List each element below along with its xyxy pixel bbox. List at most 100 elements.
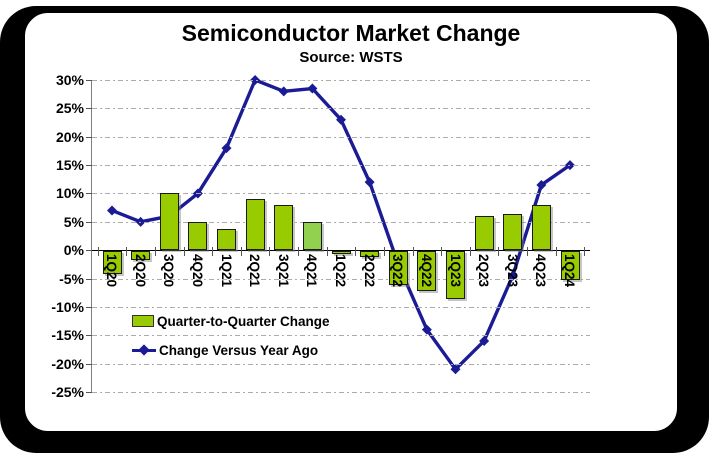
x-axis-label: 1Q22: [333, 254, 348, 288]
bar-1q21: [217, 229, 236, 251]
bar-4q21: [302, 221, 322, 251]
bar-3q21: [274, 204, 294, 251]
y-axis-tick: [86, 306, 92, 308]
x-axis-label: 2Q23: [476, 254, 492, 288]
bar-3q20: [159, 193, 179, 251]
gridline: [92, 335, 590, 337]
x-axis-label: 1Q20: [104, 254, 119, 288]
x-axis-tick: [498, 247, 500, 257]
y-axis-label: -25%: [51, 384, 84, 400]
y-axis-tick: [86, 221, 92, 223]
x-axis-tick: [212, 247, 214, 257]
y-axis-label: -10%: [51, 298, 84, 315]
yoy-point-4q21: [307, 83, 318, 94]
x-axis-label: 4Q22: [418, 254, 434, 288]
yoy-point-3q23: [507, 270, 518, 281]
x-axis-tick: [441, 247, 443, 257]
x-axis-tick: [269, 247, 271, 257]
y-axis-tick: [86, 363, 92, 365]
y-axis-tick: [86, 80, 92, 81]
y-axis-label: -15%: [51, 327, 84, 344]
y-axis-label: 25%: [55, 100, 84, 117]
yoy-point-1q20: [107, 205, 117, 216]
yoy-point-4q22: [421, 324, 432, 335]
bar-3q22: [388, 251, 408, 286]
x-axis-label: 2Q20: [132, 254, 148, 288]
bar-4q22: [417, 251, 437, 291]
x-axis-tick: [469, 247, 471, 257]
x-axis-label: 3Q21: [275, 254, 291, 288]
x-axis-tick: [555, 247, 557, 257]
bar-1q24: [560, 251, 580, 280]
bar-2q22: [360, 251, 380, 257]
x-axis-tick: [240, 247, 242, 257]
y-axis-tick: [86, 392, 92, 393]
x-axis-label: 1Q24: [562, 254, 577, 288]
yoy-point-1q23: [450, 364, 461, 375]
plot-area: Quarter-to-Quarter Change Change Versus …: [51, 72, 590, 400]
legend-label-qoq: Quarter-to-Quarter Change: [157, 313, 330, 329]
yoy-point-2q22: [364, 177, 375, 188]
x-axis-tick: [412, 247, 414, 257]
yoy-point-3q21: [278, 86, 289, 97]
legend: Quarter-to-Quarter Change Change Versus …: [132, 313, 330, 371]
bar-2q21: [245, 199, 265, 251]
y-axis-label: 20%: [55, 128, 84, 145]
gridline: [92, 221, 590, 223]
chart-card: Semiconductor Market Change Source: WSTS…: [22, 10, 680, 434]
y-axis-label: 30%: [55, 72, 84, 88]
x-axis-label: 3Q22: [390, 254, 406, 288]
x-axis-tick: [584, 247, 586, 257]
gridline: [92, 80, 590, 81]
gridline: [92, 193, 590, 195]
y-axis-tick: [86, 250, 92, 252]
x-axis-tick: [298, 247, 300, 257]
qoq-bar-swatch-icon: [132, 315, 154, 327]
legend-item-yoy: Change Versus Year Ago: [132, 342, 330, 358]
x-axis-label: 3Q23: [504, 254, 520, 288]
bar-1q20: [102, 251, 122, 274]
y-axis-tick: [86, 108, 92, 110]
y-axis-label: -5%: [59, 270, 84, 287]
y-axis-line: [91, 80, 92, 393]
x-axis-tick: [527, 247, 529, 257]
y-axis-tick: [86, 136, 92, 138]
y-axis-tick: [86, 193, 92, 195]
y-axis-tick: [86, 278, 92, 280]
legend-label-yoy: Change Versus Year Ago: [159, 342, 319, 358]
x-axis-label: 3Q20: [161, 254, 177, 288]
y-axis-label: 10%: [55, 185, 84, 202]
gridline: [92, 165, 590, 167]
bar-2q23: [474, 216, 494, 251]
x-axis-label: 1Q23: [447, 254, 463, 288]
zero-axis: [92, 250, 590, 252]
yoy-point-2q23: [479, 335, 490, 346]
bar-4q20: [188, 221, 208, 251]
bar-1q23: [446, 251, 465, 300]
y-axis-label: 15%: [55, 157, 84, 174]
bar-1q22: [331, 251, 351, 254]
gridline: [92, 136, 590, 138]
bar-3q23: [503, 214, 523, 251]
y-axis-tick: [86, 335, 92, 337]
legend-item-qoq: Quarter-to-Quarter Change: [132, 313, 330, 329]
gridline: [92, 392, 590, 393]
yoy-point-4q23: [536, 179, 547, 190]
gridline: [92, 278, 590, 280]
yoy-line-swatch-icon: [132, 343, 156, 356]
bar-2q20: [131, 251, 151, 260]
x-axis-label: 4Q20: [189, 254, 205, 288]
gridline: [92, 108, 590, 110]
yoy-point-1q21: [221, 143, 232, 154]
x-axis-tick: [97, 247, 99, 257]
y-axis-tick: [86, 165, 92, 167]
y-axis-label: 5%: [63, 213, 84, 230]
x-axis-tick: [183, 247, 185, 257]
chart-title: Semiconductor Market Change: [181, 20, 521, 46]
bar-4q23: [531, 204, 551, 251]
yoy-point-1q22: [336, 114, 346, 125]
x-axis-tick: [154, 247, 156, 257]
gridline: [92, 306, 590, 308]
x-axis-tick: [383, 247, 385, 257]
